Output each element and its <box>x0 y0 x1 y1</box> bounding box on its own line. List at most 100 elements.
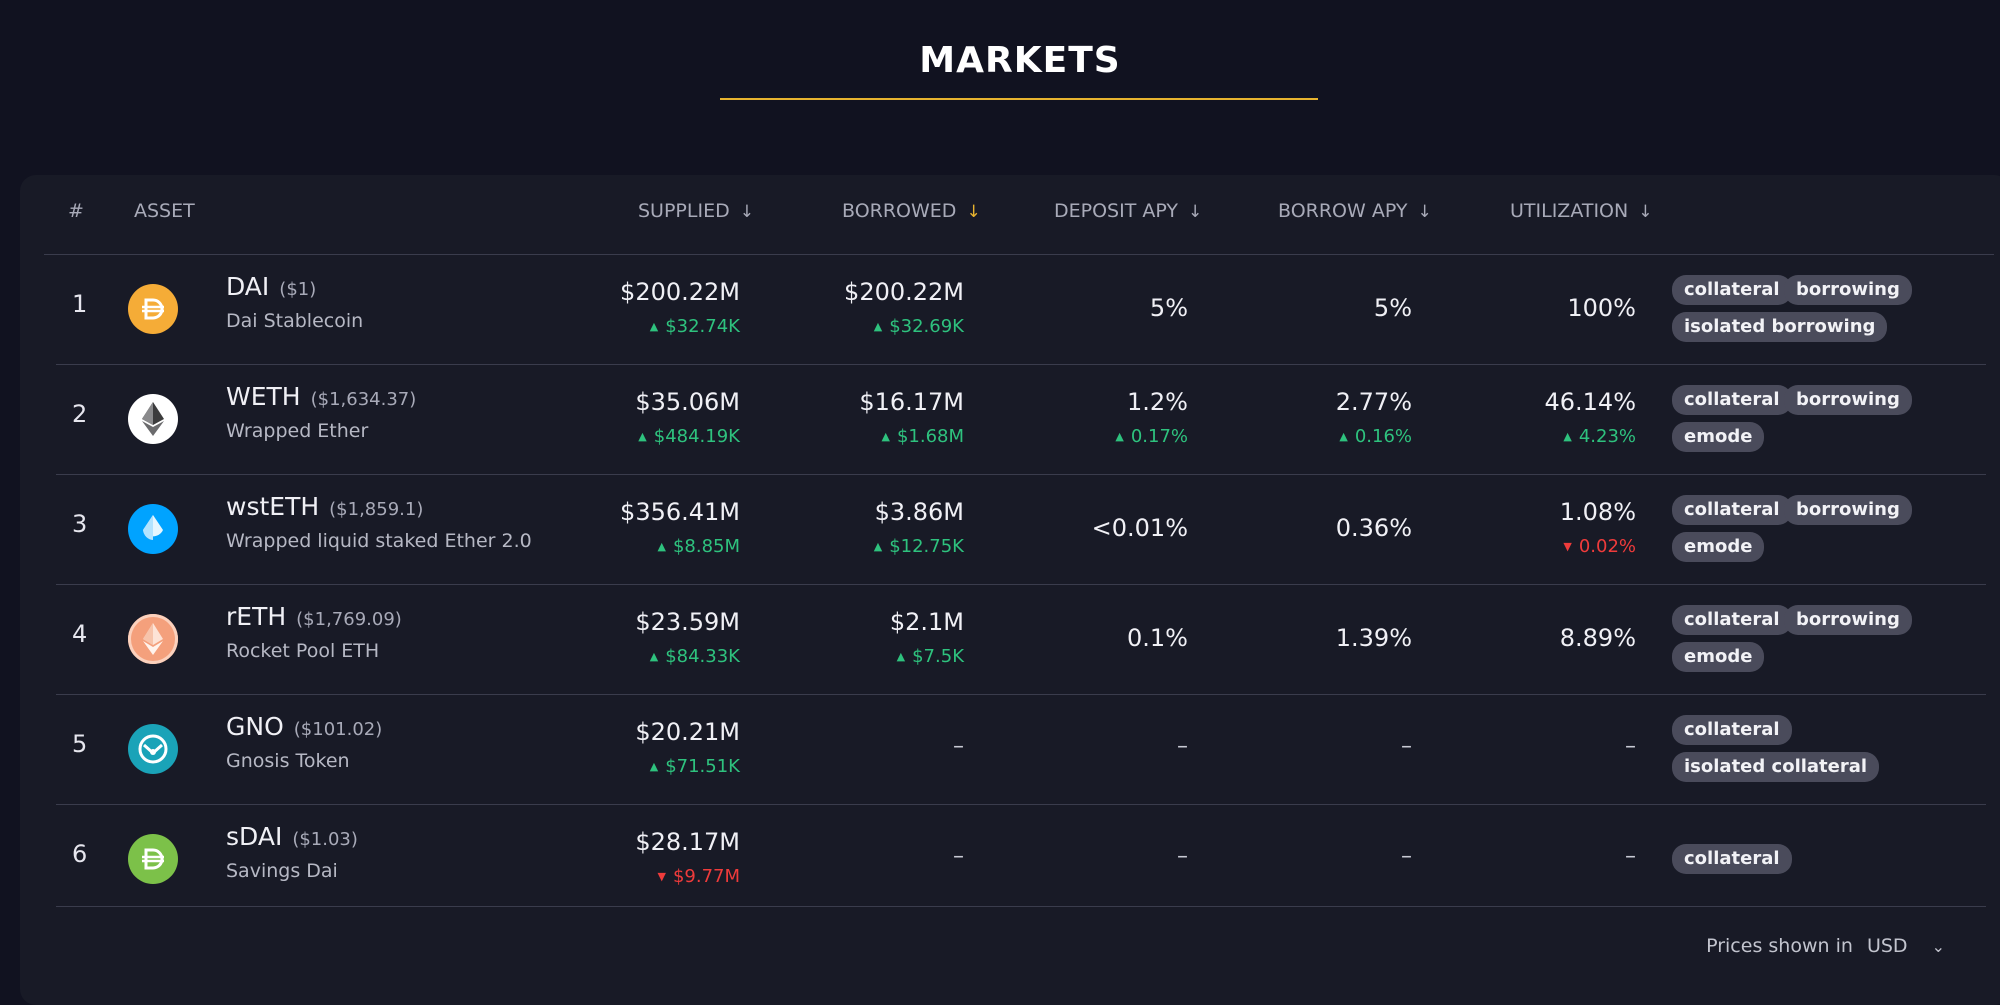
tag-collateral: collateral <box>1672 495 1792 525</box>
asset-name: Gnosis Token <box>226 750 350 772</box>
asset-price: ($1,859.1) <box>329 499 424 520</box>
asset-price: ($1) <box>279 279 317 300</box>
triangle-up-icon: ▲ <box>873 320 883 333</box>
table-row[interactable]: 4 rETH ($1,769.09) Rocket Pool ETH $23.59… <box>0 584 2000 694</box>
rocket-pool-icon <box>128 614 178 664</box>
triangle-up-icon: ▲ <box>873 540 883 553</box>
borrowed-value: – <box>953 734 964 759</box>
asset-symbol: sDAI <box>226 822 283 851</box>
tag-emode: emode <box>1672 532 1765 562</box>
triangle-up-icon: ▲ <box>638 430 647 443</box>
markets-panel <box>20 175 2000 1005</box>
row-divider <box>56 906 1986 907</box>
table-row[interactable]: 5 GNO ($101.02) Gnosis Token $20.21M ▲ $71… <box>0 694 2000 804</box>
borrowed-change: ▲ $1.68M <box>881 426 964 447</box>
triangle-up-icon: ▲ <box>1563 430 1572 443</box>
column-header-rank: # <box>68 200 84 222</box>
utilization-value: 46.14% <box>1544 388 1636 416</box>
asset-symbol: WETH <box>226 382 301 411</box>
borrowed-value: $200.22M <box>844 278 964 306</box>
asset-name: Savings Dai <box>226 860 338 882</box>
triangle-up-icon: ▲ <box>657 540 666 553</box>
tag-borrowing: borrowing <box>1784 495 1912 525</box>
triangle-up-icon: ▲ <box>649 650 659 663</box>
tag-borrowing: borrowing <box>1784 275 1912 305</box>
deposit-apy-value: 1.2% <box>1127 388 1188 416</box>
deposit-apy-value: – <box>1177 844 1188 869</box>
supplied-value: $20.21M <box>635 718 740 746</box>
borrowed-change: ▲ $12.75K <box>873 536 964 557</box>
dai-icon <box>128 284 178 334</box>
borrow-apy-value: 2.77% <box>1335 388 1412 416</box>
borrow-apy-change: ▲ 0.16% <box>1339 426 1412 447</box>
borrowed-change: ▲ $7.5K <box>896 646 964 667</box>
row-rank: 5 <box>72 730 88 758</box>
asset-price: ($1,634.37) <box>310 389 417 410</box>
eth-icon <box>128 394 178 444</box>
column-header-deposit-apy[interactable]: DEPOSIT APY ↓ <box>1054 200 1203 222</box>
asset-symbol: DAI <box>226 272 270 301</box>
supplied-value: $200.22M <box>620 278 740 306</box>
borrow-apy-value: – <box>1401 734 1412 759</box>
supplied-change: ▲ $8.85M <box>657 536 740 557</box>
tag-collateral: collateral <box>1672 275 1792 305</box>
row-rank: 2 <box>72 400 88 428</box>
utilization-value: 100% <box>1567 294 1636 322</box>
deposit-apy-value: 0.1% <box>1127 624 1188 652</box>
tag-borrowing: borrowing <box>1784 605 1912 635</box>
arrow-down-icon: ↓ <box>1638 202 1653 222</box>
triangle-up-icon: ▲ <box>649 760 659 773</box>
column-header-borrowed[interactable]: BORROWED ↓ <box>842 200 981 222</box>
table-row[interactable]: 3 wstETH ($1,859.1) Wrapped liquid staked… <box>0 474 2000 584</box>
utilization-value: 8.89% <box>1559 624 1636 652</box>
deposit-apy-value: 5% <box>1149 294 1188 322</box>
row-rank: 6 <box>72 840 88 868</box>
triangle-down-icon: ▼ <box>1563 540 1572 553</box>
row-rank: 3 <box>72 510 88 538</box>
supplied-change: ▲ $484.19K <box>638 426 740 447</box>
asset-name: Wrapped liquid staked Ether 2.0 <box>226 530 532 552</box>
column-header-utilization[interactable]: UTILIZATION ↓ <box>1510 200 1653 222</box>
currency-selector[interactable]: Prices shown in USD ⌄ <box>1706 935 1945 957</box>
deposit-apy-value: <0.01% <box>1091 514 1188 542</box>
arrow-down-icon: ↓ <box>739 202 754 222</box>
triangle-up-icon: ▲ <box>649 320 659 333</box>
borrowed-value: $2.1M <box>889 608 964 636</box>
supplied-value: $23.59M <box>635 608 740 636</box>
borrowed-value: – <box>953 844 964 869</box>
utilization-value: – <box>1625 734 1636 759</box>
row-rank: 4 <box>72 620 88 648</box>
row-divider <box>56 694 1986 695</box>
asset-price: ($1.03) <box>292 829 358 850</box>
table-row[interactable]: 1 DAI ($1) Dai Stablecoin $200.22M ▲ $32.7… <box>0 254 2000 364</box>
tag-collateral: collateral <box>1672 715 1792 745</box>
currency-selector-label: Prices shown in <box>1706 935 1853 957</box>
column-header-borrow-apy[interactable]: BORROW APY ↓ <box>1278 200 1432 222</box>
asset-symbol: wstETH <box>226 492 320 521</box>
borrow-apy-value: 1.39% <box>1335 624 1412 652</box>
page-title: MARKETS <box>919 40 1121 81</box>
sdai-icon <box>128 834 178 884</box>
triangle-up-icon: ▲ <box>896 650 906 663</box>
row-divider <box>56 804 1986 805</box>
table-row[interactable]: 2 WETH ($1,634.37) Wrapped Ether $35.06M … <box>0 364 2000 474</box>
tag-collateral: collateral <box>1672 605 1792 635</box>
borrowed-value: $3.86M <box>874 498 964 526</box>
asset-name: Rocket Pool ETH <box>226 640 380 662</box>
arrow-down-icon: ↓ <box>966 202 981 222</box>
currency-value: USD <box>1866 935 1908 957</box>
borrowed-value: $16.17M <box>859 388 964 416</box>
tag-emode: emode <box>1672 422 1765 452</box>
asset-name: Wrapped Ether <box>226 420 369 442</box>
column-header-supplied[interactable]: SUPPLIED ↓ <box>638 200 754 222</box>
borrow-apy-value: 5% <box>1373 294 1412 322</box>
gnosis-icon <box>128 724 178 774</box>
title-underline <box>720 98 1318 100</box>
table-row[interactable]: 6 sDAI ($1.03) Savings Dai $28.17M ▼ $9.77… <box>0 804 2000 914</box>
deposit-apy-value: – <box>1177 734 1188 759</box>
tag-collateral: collateral <box>1672 385 1792 415</box>
supplied-value: $356.41M <box>620 498 740 526</box>
chevron-down-icon: ⌄ <box>1931 937 1945 956</box>
tag-isolated-borrowing: isolated borrowing <box>1672 312 1888 342</box>
supplied-change: ▼ $9.77M <box>657 866 740 887</box>
